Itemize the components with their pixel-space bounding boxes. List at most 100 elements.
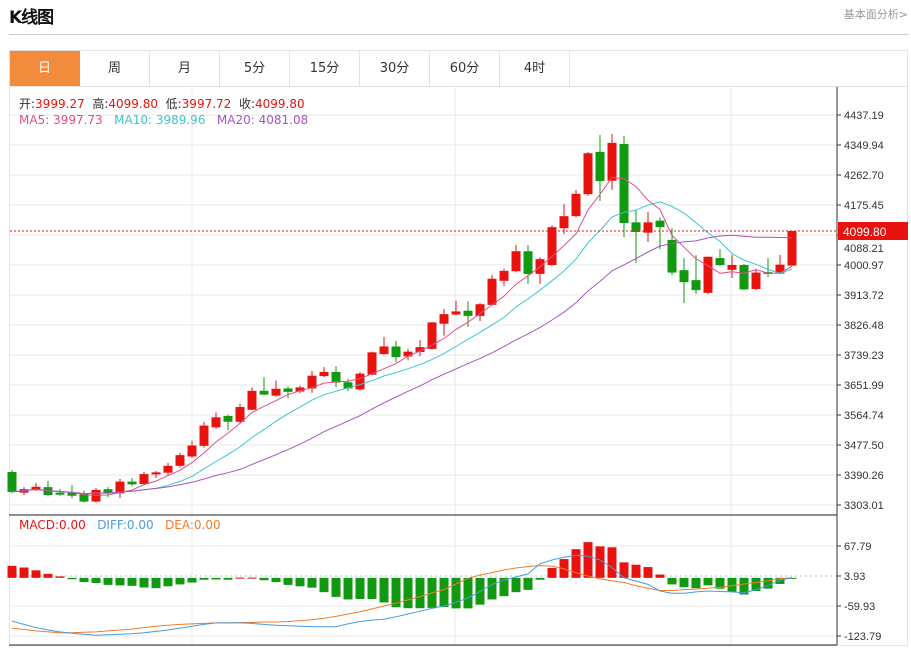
candle-down	[331, 366, 341, 388]
macd-bar	[379, 577, 389, 603]
macd-bar	[439, 577, 449, 607]
candle-down	[127, 477, 137, 487]
candle-body	[703, 256, 713, 293]
last-price-label: 4099.80	[843, 225, 887, 239]
candle-body	[439, 314, 449, 324]
candle-down	[463, 301, 473, 327]
tab-30min[interactable]: 30分	[360, 51, 430, 86]
candle-up	[307, 370, 317, 393]
candle-body	[619, 143, 629, 224]
candle-body	[667, 239, 677, 273]
macd-tick-label: 3.93	[844, 571, 865, 583]
last-price-badge	[838, 222, 908, 241]
tab-15min[interactable]: 15分	[290, 51, 360, 86]
candle-down	[79, 490, 89, 503]
tab-day[interactable]: 日	[10, 51, 80, 86]
candle-body	[211, 417, 221, 428]
macd-bar	[139, 577, 149, 588]
price-tick-label: 4349.94	[844, 140, 884, 152]
candle-body	[331, 371, 341, 383]
candle-down	[619, 136, 629, 238]
fundamental-analysis-link[interactable]: 基本面分析>	[843, 8, 908, 21]
candle-body	[235, 407, 245, 422]
candle-down	[715, 249, 725, 267]
candle-body	[583, 153, 593, 195]
tab-week[interactable]: 周	[80, 51, 150, 86]
macd-bar	[619, 562, 629, 578]
macd-tick-label: 67.79	[844, 541, 872, 553]
macd-bar	[283, 577, 293, 585]
price-tick-label: 4175.45	[844, 200, 884, 212]
candle-body	[163, 465, 173, 473]
price-tick-label: 3913.72	[844, 290, 884, 302]
candle-body	[127, 481, 137, 485]
candle-up	[163, 463, 173, 476]
price-tick-label: 4000.97	[844, 260, 884, 272]
tab-60min[interactable]: 60分	[430, 51, 500, 86]
price-tick-label: 4088.21	[844, 243, 884, 255]
candle-up	[787, 231, 797, 267]
candle-down	[43, 480, 53, 497]
price-tick-label: 3564.74	[844, 410, 884, 422]
macd-bar	[151, 577, 161, 589]
candle-up	[571, 190, 581, 218]
tab-4hour[interactable]: 4时	[500, 51, 570, 86]
macd-bar	[163, 577, 173, 587]
candle-down	[595, 135, 605, 202]
candle-body	[475, 304, 485, 316]
candle-down	[67, 485, 77, 499]
candle-up	[547, 225, 557, 267]
macd-bar	[751, 577, 761, 591]
candle-body	[283, 388, 293, 392]
candle-up	[403, 348, 413, 361]
candle-body	[679, 270, 689, 283]
macd-bar	[175, 577, 185, 585]
macd-bar	[319, 577, 329, 593]
macd-bar	[655, 574, 665, 578]
candle-body	[271, 388, 281, 396]
candle-up	[727, 255, 737, 279]
candle-up	[319, 367, 329, 378]
candle-body	[751, 272, 761, 290]
candle-up	[271, 380, 281, 397]
candle-body	[31, 486, 41, 491]
candle-body	[403, 351, 413, 357]
price-tick-label: 4262.70	[844, 170, 884, 182]
period-tabs: 日 周 月 5分 15分 30分 60分 4时	[9, 50, 908, 86]
candle-up	[775, 255, 785, 275]
candle-body	[739, 264, 749, 290]
candle-down	[691, 255, 701, 294]
tab-5min[interactable]: 5分	[220, 51, 290, 86]
macd-bar	[307, 577, 317, 588]
candle-up	[355, 371, 365, 391]
macd-bar	[487, 577, 497, 600]
macd-bar	[127, 577, 137, 586]
candle-down	[523, 245, 533, 284]
candle-body	[199, 425, 209, 446]
low-label: 低:	[165, 97, 182, 111]
macd-bar	[211, 577, 221, 580]
tab-month[interactable]: 月	[150, 51, 220, 86]
macd-bar	[343, 577, 353, 600]
candle-body	[715, 258, 725, 265]
macd-bar	[727, 577, 737, 592]
macd-bar	[775, 577, 785, 584]
price-tick-label: 3303.01	[844, 500, 884, 512]
macd-bar	[259, 577, 269, 581]
candle-body	[787, 231, 797, 266]
macd-bar	[631, 564, 641, 578]
diff-value: DIFF:0.00	[97, 518, 154, 532]
candle-down	[739, 263, 749, 291]
macd-bar	[415, 577, 425, 609]
candle-down	[631, 209, 641, 263]
candle-body	[367, 352, 377, 375]
price-tick-label: 3651.99	[844, 380, 884, 392]
macd-bar	[571, 549, 581, 578]
candle-body	[223, 415, 233, 422]
candle-body	[139, 474, 149, 485]
candle-up	[295, 385, 305, 394]
candle-up	[211, 412, 221, 430]
candle-body	[79, 493, 89, 502]
macd-bar	[667, 577, 677, 585]
